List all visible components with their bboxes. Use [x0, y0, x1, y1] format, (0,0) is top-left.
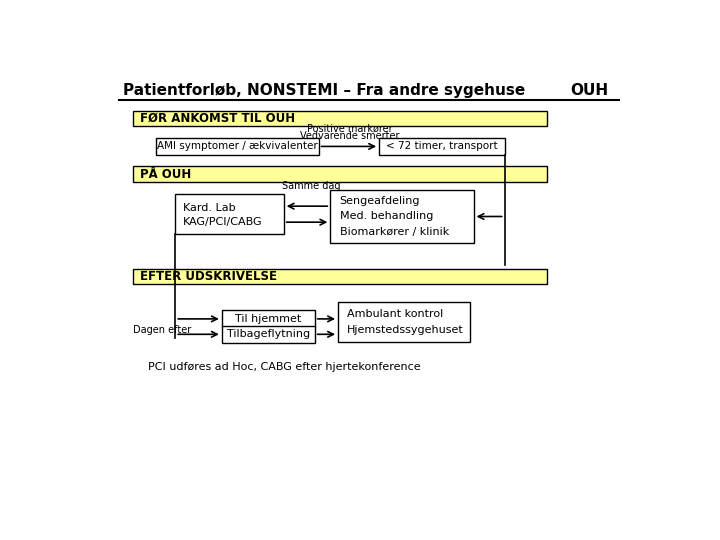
- Text: EFTER UDSKRIVELSE: EFTER UDSKRIVELSE: [140, 270, 277, 283]
- Text: PÅ OUH: PÅ OUH: [140, 167, 192, 181]
- Text: PCI udføres ad Hoc, CABG efter hjertekonference: PCI udføres ad Hoc, CABG efter hjertekon…: [148, 362, 420, 372]
- Text: KAG/PCI/CABG: KAG/PCI/CABG: [183, 217, 263, 227]
- Text: Kard. Lab: Kard. Lab: [183, 203, 235, 213]
- Text: Hjemstedssygehuset: Hjemstedssygehuset: [347, 325, 464, 335]
- Text: AMI symptomer / ækvivalenter: AMI symptomer / ækvivalenter: [157, 141, 318, 151]
- Bar: [222, 326, 315, 343]
- Text: Positive markører: Positive markører: [307, 123, 392, 133]
- Text: Tilbageflytning: Tilbageflytning: [227, 329, 310, 339]
- Text: Patientforløb, NONSTEMI – Fra andre sygehuse: Patientforløb, NONSTEMI – Fra andre syge…: [122, 83, 525, 98]
- Bar: [330, 190, 474, 244]
- Text: Biomarkører / klinik: Biomarkører / klinik: [340, 227, 449, 237]
- Text: Ambulant kontrol: Ambulant kontrol: [347, 309, 444, 319]
- Text: Med. behandling: Med. behandling: [340, 212, 433, 221]
- Text: Til hjemmet: Til hjemmet: [235, 314, 302, 324]
- Bar: [222, 310, 315, 327]
- Text: OUH: OUH: [570, 83, 608, 98]
- Bar: [338, 302, 469, 342]
- Text: Samme dag: Samme dag: [282, 181, 340, 191]
- Bar: [132, 269, 547, 284]
- Bar: [379, 138, 505, 155]
- Text: < 72 timer, transport: < 72 timer, transport: [386, 141, 498, 151]
- Text: Sengeafdeling: Sengeafdeling: [340, 197, 420, 206]
- Bar: [156, 138, 319, 155]
- Bar: [132, 166, 547, 182]
- Text: Vedvarende smerter: Vedvarende smerter: [300, 131, 400, 141]
- Text: Dagen efter: Dagen efter: [132, 326, 191, 335]
- Text: FØR ANKOMST TIL OUH: FØR ANKOMST TIL OUH: [140, 112, 295, 125]
- Bar: [132, 111, 547, 126]
- Bar: [175, 194, 284, 234]
